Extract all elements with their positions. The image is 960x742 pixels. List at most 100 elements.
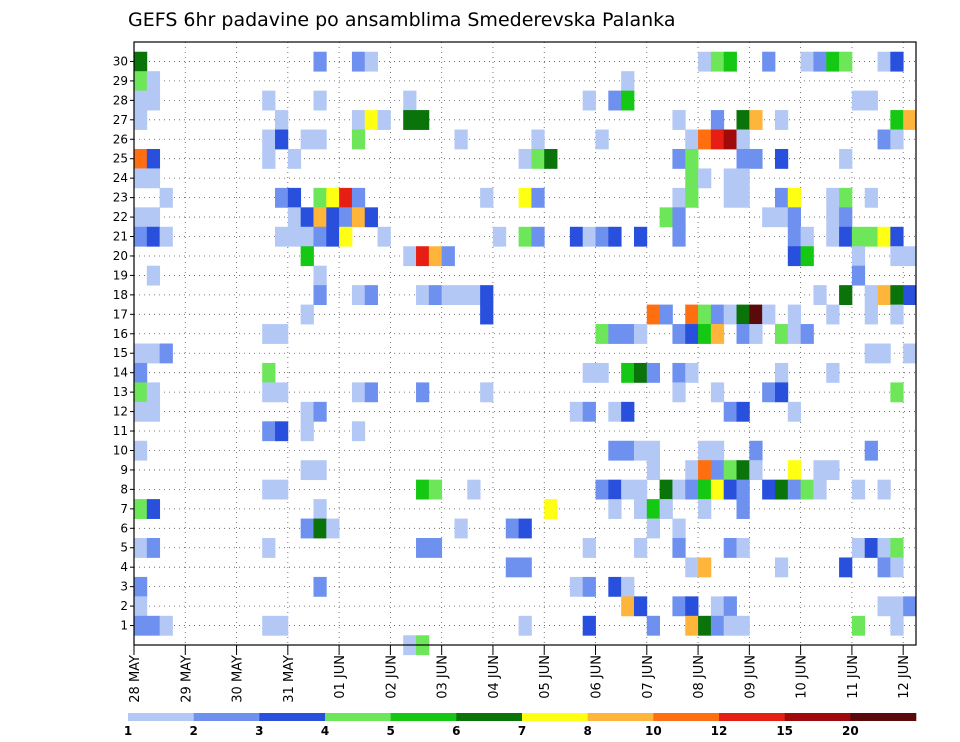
- heatmap-cell: [787, 479, 802, 500]
- heatmap-cell: [275, 421, 289, 442]
- heatmap-cell: [313, 576, 327, 597]
- heatmap-cell: [749, 440, 763, 461]
- heatmap-cell: [813, 479, 827, 500]
- heatmap-cell: [672, 226, 686, 247]
- legend-swatch: [259, 713, 326, 721]
- heatmap-cell: [582, 538, 596, 558]
- heatmap-cell: [736, 168, 750, 189]
- heatmap-cell: [826, 226, 840, 247]
- heatmap-cell: [710, 324, 725, 344]
- legend-label: 2: [189, 724, 197, 738]
- heatmap-cell: [300, 129, 314, 150]
- heatmap-cell: [428, 246, 443, 267]
- heatmap-cell: [416, 246, 430, 267]
- heatmap-cell: [621, 596, 635, 617]
- heatmap-cell: [134, 71, 148, 92]
- heatmap-cell: [800, 324, 814, 344]
- heatmap-cell: [890, 615, 904, 636]
- heatmap-cell: [633, 440, 648, 461]
- heatmap-cell: [595, 362, 609, 383]
- heatmap-cell: [710, 110, 725, 130]
- heatmap-cell: [351, 382, 366, 403]
- legend-swatch: [587, 713, 654, 721]
- y-tick-label: 17: [113, 307, 128, 321]
- heatmap-cell: [351, 110, 366, 130]
- heatmap-cell: [313, 285, 327, 305]
- heatmap-cell: [275, 187, 289, 208]
- heatmap-cell: [749, 324, 763, 344]
- heatmap-cell: [710, 596, 725, 617]
- heatmap-cell: [134, 576, 148, 597]
- heatmap-cell: [633, 362, 648, 383]
- heatmap-cell: [800, 51, 814, 72]
- heatmap-cell: [723, 538, 737, 558]
- heatmap-cell: [787, 187, 802, 208]
- heatmap-cell: [877, 343, 891, 364]
- heatmap-cell: [864, 90, 878, 111]
- heatmap-cell: [262, 382, 276, 403]
- heatmap-cell: [134, 226, 148, 247]
- heatmap-cell: [723, 187, 737, 208]
- heatmap-cell: [595, 226, 609, 247]
- heatmap-cell: [364, 51, 378, 72]
- y-tick-label: 3: [120, 580, 128, 594]
- y-tick-label: 23: [113, 191, 128, 205]
- heatmap-cell: [544, 148, 558, 169]
- heatmap-cell: [800, 226, 814, 247]
- x-tick-label: 30 MAY: [231, 655, 246, 703]
- heatmap-cell: [146, 226, 161, 247]
- heatmap-cell: [672, 207, 686, 228]
- heatmap-cell: [826, 460, 840, 481]
- heatmap-cell: [839, 226, 853, 247]
- heatmap-cell: [633, 596, 648, 617]
- heatmap-cell: [134, 615, 148, 636]
- heatmap-cell: [518, 518, 532, 539]
- heatmap-cell: [454, 518, 468, 539]
- heatmap-cell: [723, 596, 737, 617]
- heatmap-cell: [582, 362, 596, 383]
- heatmap-cell: [364, 285, 378, 305]
- heatmap-cell: [685, 596, 699, 617]
- heatmap-cell: [595, 129, 609, 150]
- heatmap-cell: [134, 538, 148, 558]
- y-tick-label: 1: [120, 619, 128, 633]
- heatmap-cell: [903, 343, 917, 364]
- heatmap-cell: [582, 576, 596, 597]
- heatmap-cell: [326, 226, 340, 247]
- heatmap-cell: [467, 285, 481, 305]
- x-tick-label: 03 JUN: [436, 655, 451, 699]
- heatmap-cell: [608, 440, 622, 461]
- heatmap-cell: [698, 479, 712, 500]
- heatmap-cell: [774, 557, 789, 578]
- legend-label: 6: [452, 724, 460, 738]
- heatmap-cell: [646, 460, 661, 481]
- heatmap-cell: [608, 226, 622, 247]
- heatmap-cell: [903, 246, 917, 267]
- heatmap-cell: [339, 187, 353, 208]
- heatmap-cell: [275, 479, 289, 500]
- heatmap-cell: [736, 110, 750, 130]
- heatmap-cell: [890, 129, 904, 150]
- heatmap-cell: [762, 207, 776, 228]
- heatmap-cell: [736, 324, 750, 344]
- y-tick-label: 8: [120, 482, 128, 496]
- heatmap-cell: [364, 382, 378, 403]
- heatmap-cell: [672, 382, 686, 403]
- heatmap-cell: [377, 110, 391, 130]
- heatmap-cell: [134, 401, 148, 422]
- heatmap-cell: [851, 90, 866, 111]
- heatmap-cell: [762, 51, 776, 72]
- heatmap-cell: [851, 226, 866, 247]
- heatmap-cell: [890, 246, 904, 267]
- heatmap-cell: [492, 226, 507, 247]
- heatmap-cell: [646, 440, 661, 461]
- heatmap-cell: [774, 324, 789, 344]
- legend-swatch: [390, 713, 457, 721]
- heatmap-cell: [595, 479, 609, 500]
- heatmap-cell: [813, 51, 827, 72]
- heatmap-cell: [262, 129, 276, 150]
- legend-swatch: [193, 713, 260, 721]
- heatmap-cell: [749, 304, 763, 325]
- heatmap-cell: [134, 440, 148, 461]
- heatmap-cell: [505, 557, 519, 578]
